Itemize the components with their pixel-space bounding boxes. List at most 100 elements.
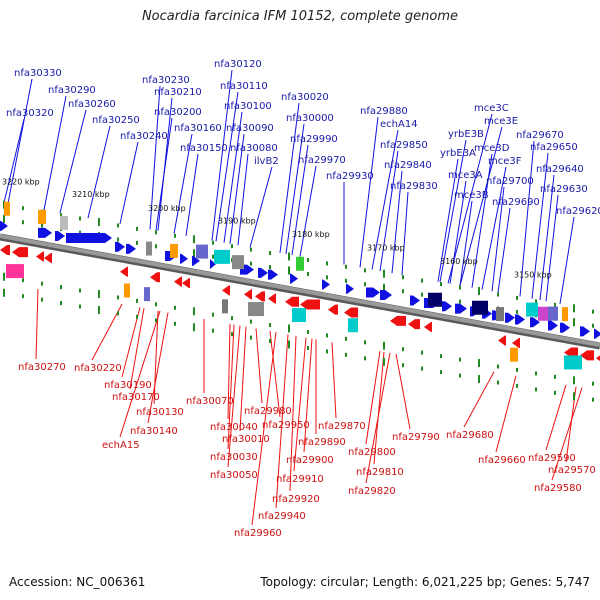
tick-mark — [3, 214, 5, 223]
leader-line — [211, 69, 233, 241]
gene-label: nfa29820 — [348, 486, 396, 497]
leader-line — [215, 91, 239, 242]
tick-mark — [117, 311, 119, 316]
gene-labels: 3220 kbp 3210 kbp 3200 kbp 3190 kbp 3180 kbp… — [2, 59, 600, 539]
tick-mark — [364, 340, 366, 345]
gene-label: nfa30010 — [222, 434, 270, 445]
gene-label: nfa29660 — [478, 455, 526, 466]
tick-mark — [364, 268, 366, 273]
gene-label: nfa30080 — [230, 143, 278, 154]
gene-label: nfa29580 — [534, 483, 582, 494]
forward-gene-arrow — [455, 303, 467, 314]
tick-mark — [60, 213, 62, 218]
tick-mark — [269, 339, 271, 344]
reverse-gene-arrow — [424, 322, 432, 333]
feature-box — [496, 307, 504, 322]
reverse-gene-arrow — [328, 304, 338, 315]
tick-mark — [326, 275, 328, 280]
leader-line — [7, 78, 33, 204]
forward-gene-arrow — [515, 314, 525, 325]
tick-mark — [174, 321, 176, 326]
leader-line — [185, 153, 199, 236]
tick-mark — [364, 282, 366, 287]
tick-mark — [288, 266, 290, 275]
tick-mark — [79, 288, 81, 293]
feature-box — [60, 215, 68, 230]
tick-mark — [383, 357, 385, 366]
gene-label: nfa29900 — [286, 455, 334, 466]
gene-label: nfa29850 — [380, 140, 428, 151]
gene-label: nfa30270 — [18, 362, 66, 373]
gene-label: nfa29800 — [348, 447, 396, 458]
forward-gene-arrow — [126, 243, 136, 254]
leader-line — [371, 129, 399, 270]
leader-line — [365, 352, 391, 484]
gene-label: yrbE3A — [440, 148, 476, 159]
forward-gene-arrow — [560, 322, 570, 333]
tick-mark — [497, 364, 499, 369]
tick-mark — [193, 307, 195, 316]
tick-mark — [60, 301, 62, 306]
gene-label: nfa29960 — [234, 528, 282, 539]
leader-line — [545, 194, 559, 302]
feature-box — [428, 292, 442, 307]
tick-mark — [516, 383, 518, 388]
feature-box — [170, 243, 178, 258]
reverse-gene-arrow — [12, 247, 28, 258]
tick-mark — [174, 233, 176, 238]
tick-mark — [326, 349, 328, 354]
tick-mark — [98, 289, 100, 298]
tick-mark — [478, 287, 480, 296]
kbp-label: 3160 kbp — [440, 257, 478, 266]
leader-line — [227, 323, 231, 420]
forward-gene-arrow — [192, 255, 200, 266]
gene-label: nfa30220 — [74, 363, 122, 374]
forward-gene-arrow — [268, 269, 278, 280]
leader-line — [155, 117, 173, 231]
tick-mark — [345, 352, 347, 357]
gene-label: nfa29910 — [276, 474, 324, 485]
tick-mark — [155, 318, 157, 323]
forward-gene-arrow — [530, 317, 540, 328]
gene-label: nfa30290 — [48, 85, 96, 96]
tick-mark — [345, 278, 347, 283]
reverse-gene-arrow — [0, 245, 10, 255]
gene-label: ilvB2 — [254, 156, 279, 167]
tick-mark — [136, 240, 138, 245]
feature-box — [144, 287, 150, 302]
reverse-gene-arrow — [36, 251, 44, 262]
tick-mark — [459, 285, 461, 290]
feature-box — [6, 264, 24, 279]
leader-line — [447, 113, 493, 284]
tick-mark — [193, 323, 195, 332]
forward-gene-arrow — [180, 253, 188, 264]
reverse-gene-arrow — [344, 307, 358, 318]
forward-gene-arrow — [380, 290, 392, 301]
gene-label: mce3B — [454, 190, 489, 201]
tick-mark — [212, 240, 214, 245]
feature-box — [146, 241, 152, 256]
feature-box — [196, 244, 208, 259]
gene-label: nfa30100 — [224, 101, 272, 112]
topology-text: Topology: circular; Length: 6,021,225 bp… — [260, 575, 590, 589]
forward-gene-arrow — [0, 221, 8, 231]
leader-line — [391, 170, 403, 274]
leader-line — [401, 191, 409, 276]
leader-line — [539, 174, 555, 301]
accession-text: Accession: NC_006361 — [9, 575, 146, 589]
leader-line — [291, 144, 309, 256]
feature-box — [248, 302, 264, 317]
gene-label: nfa30050 — [210, 470, 258, 481]
feature-box — [4, 201, 10, 216]
forward-gene-arrow — [505, 312, 515, 323]
gene-label: nfa29620 — [556, 206, 600, 217]
gene-label: yrbE3B — [448, 129, 484, 140]
tick-mark — [402, 363, 404, 368]
tick-mark — [421, 350, 423, 355]
tick-mark — [3, 272, 5, 281]
tick-mark — [231, 244, 233, 249]
reverse-gene-arrow — [182, 278, 190, 289]
feature-box — [526, 302, 538, 317]
tick-mark — [22, 220, 24, 225]
tick-mark — [535, 387, 537, 392]
